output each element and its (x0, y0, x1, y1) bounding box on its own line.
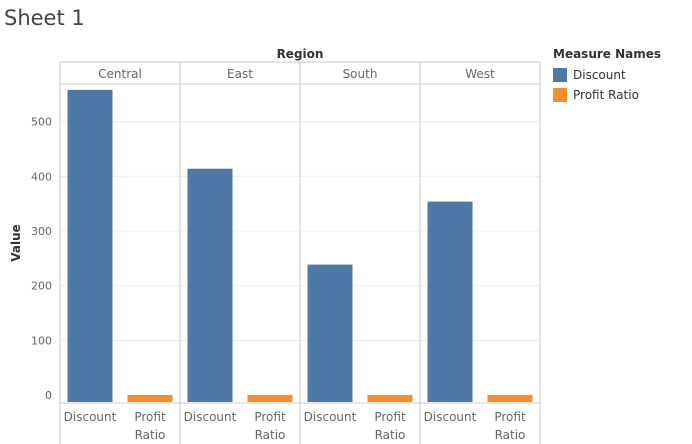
y-tick-label: 100 (31, 334, 52, 347)
panel-header-central: Central (98, 67, 142, 81)
legend-item-profit-ratio[interactable]: Profit Ratio (553, 85, 661, 105)
legend-label-profit-ratio: Profit Ratio (573, 88, 639, 102)
panel-header-south: South (343, 67, 378, 81)
legend-title: Measure Names (553, 47, 662, 61)
y-tick-label: 0 (45, 389, 52, 402)
x-tick-label: Ratio (135, 428, 166, 442)
y-tick-label: 300 (31, 225, 52, 238)
y-tick-label: 500 (31, 116, 52, 129)
legend: Measure Names Discount Profit Ratio (553, 47, 661, 105)
bar-discount-east[interactable] (187, 168, 233, 402)
x-tick-label: Ratio (495, 428, 526, 442)
x-tick-label: Discount (184, 410, 237, 424)
panel-header-east: East (227, 67, 253, 81)
bar-profit-ratio-west[interactable] (487, 394, 533, 402)
panel-header-west: West (465, 67, 495, 81)
bar-discount-central[interactable] (67, 89, 113, 403)
x-tick-label: Profit (374, 410, 406, 424)
sheet-title: Sheet 1 (4, 6, 85, 30)
legend-swatch-discount (553, 68, 567, 82)
x-tick-label: Ratio (255, 428, 286, 442)
x-tick-label: Profit (134, 410, 166, 424)
x-tick-label: Profit (494, 410, 526, 424)
x-tick-label: Discount (424, 410, 477, 424)
legend-swatch-profit-ratio (553, 88, 567, 102)
x-tick-label: Ratio (375, 428, 406, 442)
bar-profit-ratio-central[interactable] (127, 394, 173, 402)
y-axis-label: Value (9, 224, 23, 262)
bar-profit-ratio-south[interactable] (367, 394, 413, 402)
column-header-title: Region (277, 47, 324, 61)
legend-item-discount[interactable]: Discount (553, 65, 661, 85)
x-tick-label: Discount (64, 410, 117, 424)
y-tick-label: 200 (31, 280, 52, 293)
x-tick-label: Discount (304, 410, 357, 424)
bar-profit-ratio-east[interactable] (247, 394, 293, 402)
bar-discount-south[interactable] (307, 264, 353, 402)
legend-label-discount: Discount (573, 68, 626, 82)
y-tick-label: 400 (31, 170, 52, 183)
bar-discount-west[interactable] (427, 201, 473, 402)
x-tick-label: Profit (254, 410, 286, 424)
